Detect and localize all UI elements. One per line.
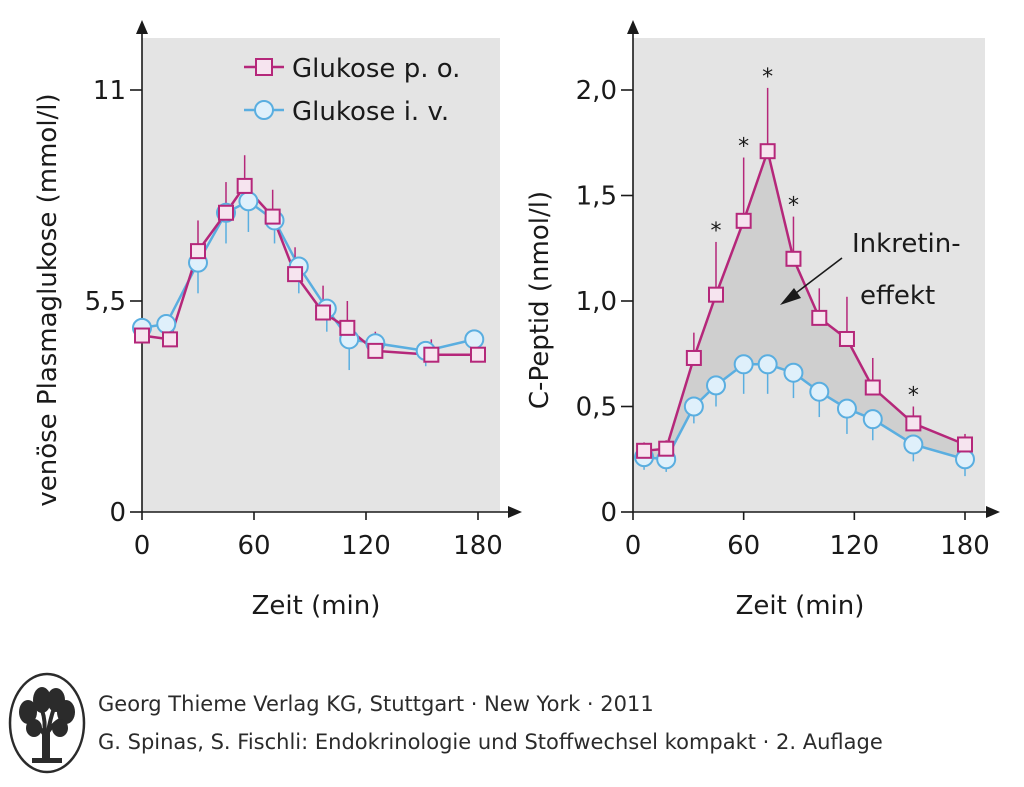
x-axis-arrow [508,506,522,518]
plasma-glucose-chart: venöse Plasmaglukose (mmol/l) Zeit (min)… [33,20,522,621]
publisher-footer: Georg Thieme Verlag KG, Stuttgart · New … [8,672,1018,782]
y-axis-label: C-Peptid (nmol/l) [525,191,555,409]
data-point-square [315,304,332,321]
data-point-square [811,309,828,326]
x-tick-label: 180 [940,531,990,561]
data-point-square [134,327,150,344]
x-axis-label: Zeit (min) [252,591,381,621]
x-axis-label: Zeit (min) [736,591,865,621]
data-point-square [236,177,253,194]
y-axis-arrow [627,20,639,34]
x-tick-label: 180 [453,531,503,561]
data-point-square [287,266,304,283]
legend-label-iv: Glukose i. v. [292,97,449,127]
data-point-square [367,342,384,359]
x-axis-arrow [986,506,1000,518]
y-tick-label: 1,0 [576,287,617,317]
data-point-square [423,346,440,363]
y-axis-label: venöse Plasmaglukose (mmol/l) [33,93,63,506]
significance-markers: * * * * * [711,65,919,409]
data-point-circle [238,191,259,212]
significance-star: * [738,135,749,160]
data-point-square [708,286,724,303]
data-point-square [957,436,973,453]
legend: Glukose p. o. Glukose i. v. [244,54,460,127]
data-point-square [905,415,922,432]
data-point-circle [862,409,883,430]
annotation-arrow-head [780,288,801,305]
data-point-square [339,319,356,336]
data-series [634,87,975,477]
incretin-effect-shade [644,151,965,460]
data-point-square [264,208,281,225]
publisher-line: Georg Thieme Verlag KG, Stuttgart · New … [98,692,654,716]
significance-star: * [711,219,722,244]
y-axis [627,20,639,512]
data-point-circle [783,362,804,383]
data-point-circle [733,354,754,375]
data-point-square [190,243,206,260]
x-tick-label: 120 [341,531,391,561]
significance-star: * [908,384,919,409]
data-point-circle [757,354,778,375]
annotation-arrow-line [791,257,843,297]
data-point-square [162,331,178,348]
x-tick-label: 0 [134,531,151,561]
book-citation-line: G. Spinas, S. Fischli: Endokrinologie un… [98,730,883,754]
data-point-circle [683,396,704,417]
axis-ticks: 0 60 120 180 0 0,5 1,0 1,5 2,0 [576,76,990,561]
charts-figure: venöse Plasmaglukose (mmol/l) Zeit (min)… [33,20,1000,621]
data-point-square [218,204,234,221]
y-tick-label: 2,0 [576,76,617,106]
data-point-circle [706,375,726,396]
x-tick-label: 60 [727,531,760,561]
annotation-text: Inkretin-effekt [852,229,961,311]
data-point-square [658,440,675,457]
legend-circle-marker [254,100,274,120]
incretin-annotation: Inkretin-effekt [780,229,961,311]
data-point-circle [809,381,830,402]
y-tick-label: 5,5 [85,287,126,317]
data-point-square [785,250,802,267]
c-peptide-chart: C-Peptid (nmol/l) Zeit (min) 0 60 120 18000… [525,20,1000,621]
data-point-square [864,379,881,396]
data-point-square [735,212,752,229]
data-point-square [636,442,653,459]
legend-entry-po: Glukose p. o. [244,54,460,84]
y-tick-label: 0,5 [576,393,617,423]
data-point-circle [464,329,485,350]
incretin-area [644,151,965,460]
y-tick-label: 0 [109,498,126,528]
axis-ticks: 0 60 120 180 0 5,5 11 [85,76,503,561]
plot-area-background [142,38,500,512]
significance-star: * [762,65,773,90]
data-point-square [685,349,702,366]
annotation-line: Inkretin- [852,229,961,259]
data-point-circle [836,398,857,419]
legend-entry-iv: Glukose i. v. [244,97,449,127]
significance-star: * [788,194,799,219]
data-point-square [759,143,776,160]
legend-square-marker [255,58,273,76]
data-point-circle [955,449,975,470]
annotation-line: effekt [860,281,935,311]
y-axis-arrow [136,20,148,34]
legend-label-po: Glukose p. o. [292,54,460,84]
y-tick-label: 11 [93,76,126,106]
x-axis [142,506,522,518]
y-tick-label: 1,5 [576,182,617,212]
thieme-tree-logo-icon [8,672,86,774]
data-point-circle [903,434,924,455]
data-series [132,155,486,371]
y-axis [136,20,148,512]
data-point-square [838,330,855,347]
x-tick-label: 0 [625,531,642,561]
x-tick-label: 120 [830,531,880,561]
data-point-square [470,346,486,363]
data-point-circle [156,314,177,335]
x-tick-label: 60 [237,531,270,561]
x-axis [633,506,1000,518]
y-tick-label: 0 [600,498,617,528]
